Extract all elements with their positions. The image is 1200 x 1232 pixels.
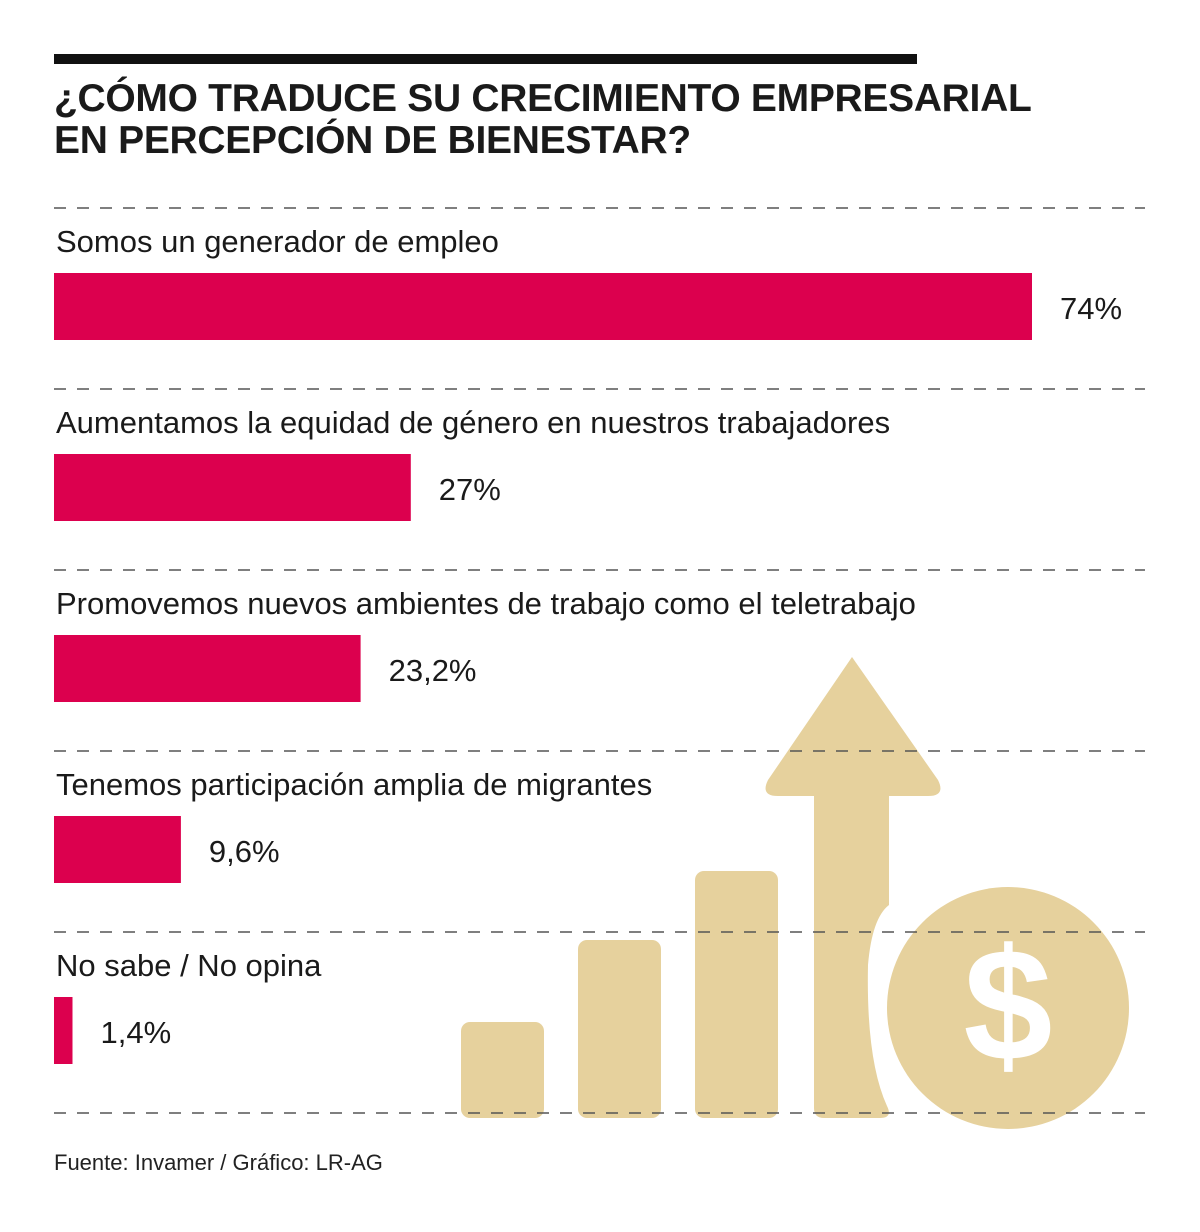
value-label: 23,2% [389, 653, 477, 688]
category-label: Promovemos nuevos ambientes de trabajo c… [56, 586, 916, 621]
value-label: 74% [1060, 291, 1122, 326]
category-label: Aumentamos la equidad de género en nuest… [56, 405, 890, 440]
rising-bars-icon [461, 871, 778, 1118]
chart-rows: Somos un generador de empleo 74% Aumentamo… [54, 224, 1122, 1064]
chart-title: ¿CÓMO TRADUCE SU CRECIMIENTO EMPRESARIAL… [54, 78, 1054, 162]
bar [54, 997, 73, 1064]
bar [54, 635, 361, 702]
chart-row: Tenemos participación amplia de migrante… [54, 767, 652, 883]
illustration-bar-2 [578, 940, 661, 1118]
title-rule [54, 54, 917, 64]
dollar-sign: $ [964, 915, 1053, 1094]
chart-title-line-1: ¿CÓMO TRADUCE SU CRECIMIENTO EMPRESARIAL [54, 77, 1032, 120]
category-label: Somos un generador de empleo [56, 224, 499, 259]
value-label: 27% [439, 472, 501, 507]
category-label: No sabe / No opina [56, 948, 322, 983]
bar [54, 273, 1032, 340]
up-arrow-icon [765, 657, 941, 1118]
chart-row: No sabe / No opina 1,4% [54, 948, 322, 1064]
source-note: Fuente: Invamer / Gráfico: LR-AG [54, 1150, 383, 1175]
coin-circle [887, 887, 1129, 1129]
chart-row: Promovemos nuevos ambientes de trabajo c… [54, 586, 916, 702]
value-label: 9,6% [209, 834, 280, 869]
chart-row: Somos un generador de empleo 74% [54, 224, 1122, 340]
dollar-coin-icon: $ [887, 887, 1129, 1129]
illustration-bar-1 [461, 1022, 544, 1118]
bar [54, 816, 181, 883]
bar [54, 454, 411, 521]
illustration-bar-3 [695, 871, 778, 1118]
growth-illustration: $ [461, 657, 1129, 1129]
chart-row: Aumentamos la equidad de género en nuest… [54, 405, 890, 521]
chart-title-line-2: EN PERCEPCIÓN DE BIENESTAR? [54, 119, 691, 162]
category-label: Tenemos participación amplia de migrante… [56, 767, 652, 802]
value-label: 1,4% [101, 1015, 172, 1050]
